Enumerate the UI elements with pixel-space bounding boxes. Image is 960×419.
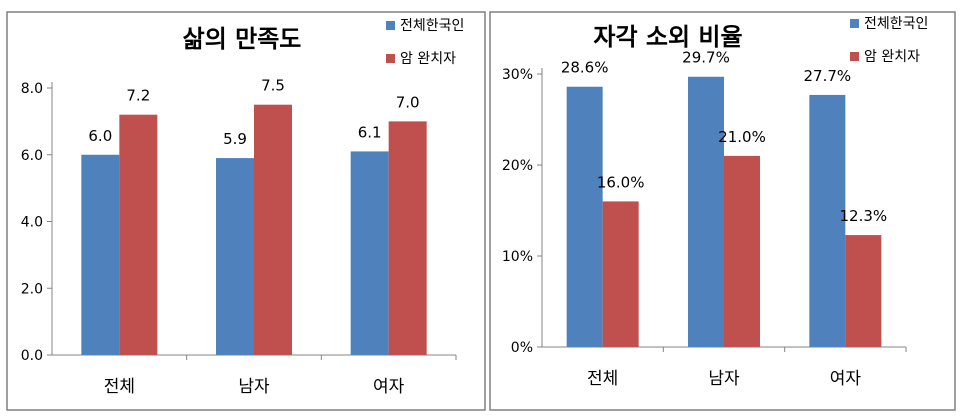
alienation-chart: 자각 소외 비율 0% 10% 20% 30% 전체 28.6% 16.0% 남자 29.7% 21… (489, 11, 956, 411)
life-satisfaction-chart: 삶의 만족도 0.0 2.0 4.0 6.0 8.0 전체 6.0 7.2 남자 5.9 7.5 여자 6… (6, 11, 486, 411)
data-label: 7.5 (261, 77, 285, 95)
bar (216, 158, 254, 355)
y-tick-label: 4.0 (21, 215, 43, 231)
chart-panel-life-satisfaction: 삶의 만족도 0.0 2.0 4.0 6.0 8.0 전체 6.0 7.2 남자 5.9 7.5 여자 6… (6, 11, 486, 411)
bar (254, 104, 292, 355)
legend-label: 암 완치자 (400, 51, 456, 67)
bar (602, 201, 639, 347)
bar (81, 154, 120, 355)
legend-swatch (850, 52, 859, 61)
data-label: 16.0% (597, 173, 645, 191)
bar (119, 114, 158, 355)
bar (809, 94, 846, 348)
data-label: 21.0% (718, 128, 766, 146)
legend-label: 전체한국인 (400, 18, 464, 34)
data-label: 29.7% (682, 49, 730, 67)
bar (566, 86, 603, 348)
data-label: 27.7% (804, 67, 852, 85)
x-category-label: 여자 (373, 377, 405, 397)
x-category-label: 전체 (587, 369, 618, 389)
data-label: 28.6% (561, 59, 609, 77)
y-tick-label: 0% (511, 340, 533, 356)
bar (350, 151, 389, 355)
legend-label: 전체한국인 (864, 16, 928, 32)
y-tick-label: 6.0 (21, 148, 43, 164)
data-label: 6.1 (358, 123, 382, 141)
data-label: 7.0 (396, 93, 420, 111)
data-label: 12.3% (840, 207, 888, 225)
y-tick-label: 8.0 (21, 81, 43, 97)
data-label: 6.0 (88, 127, 112, 145)
bar (388, 121, 427, 355)
legend-label: 암 완치자 (864, 49, 920, 65)
legend-swatch (386, 54, 395, 63)
y-tick-label: 2.0 (21, 281, 43, 297)
y-tick-label: 10% (502, 249, 533, 265)
x-category-label: 여자 (830, 369, 862, 389)
chart-panel-alienation: 자각 소외 비율 0% 10% 20% 30% 전체 28.6% 16.0% 남자 29.7% 21… (486, 0, 960, 419)
bar (845, 235, 882, 347)
x-category-label: 남자 (708, 369, 740, 389)
legend-swatch (386, 21, 395, 30)
x-category-label: 남자 (238, 377, 270, 397)
y-tick-label: 20% (502, 158, 533, 174)
y-tick-label: 30% (502, 67, 533, 83)
bar (724, 155, 760, 347)
chart-title: 삶의 만족도 (183, 24, 302, 53)
y-tick-label: 0.0 (21, 348, 43, 364)
legend-swatch (850, 19, 859, 28)
x-category-label: 전체 (104, 377, 135, 397)
chart-title: 자각 소외 비율 (593, 22, 742, 51)
data-label: 5.9 (223, 130, 247, 148)
data-label: 7.2 (126, 87, 150, 105)
bar (688, 76, 724, 347)
